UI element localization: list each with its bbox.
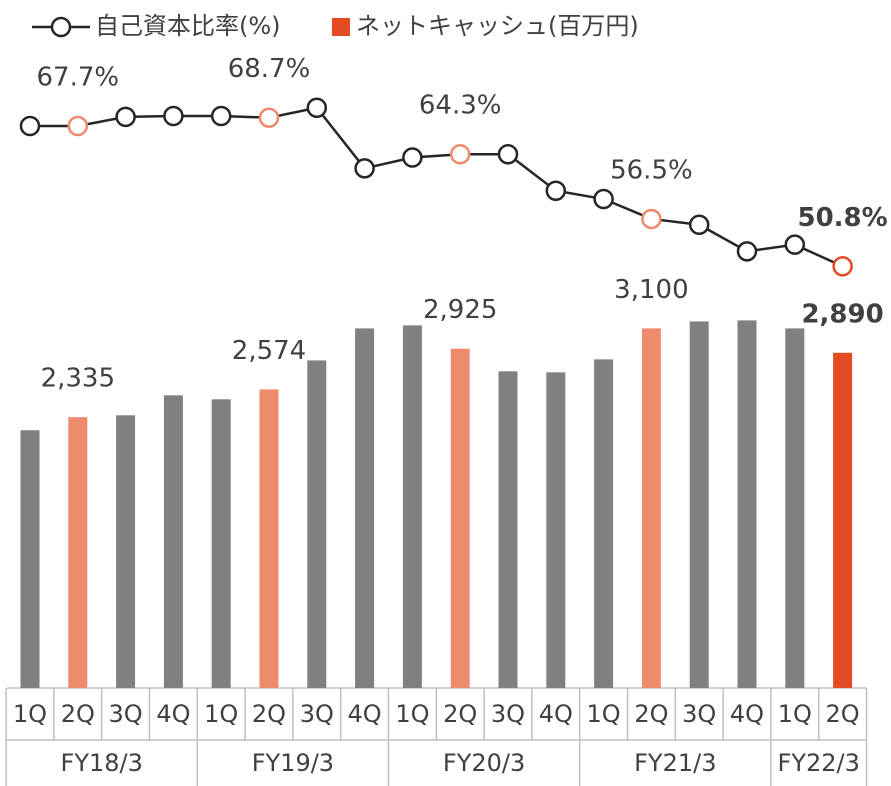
marker xyxy=(688,214,710,236)
group-label: FY19/3 xyxy=(252,749,334,777)
legend-label: 自己資本比率(%) xyxy=(95,12,281,40)
x-tick-label: 1Q xyxy=(778,700,812,728)
marker xyxy=(593,188,614,210)
bar xyxy=(641,328,661,688)
bar xyxy=(737,320,757,688)
x-tick-label: 1Q xyxy=(395,700,429,728)
bar xyxy=(163,395,183,688)
x-tick-label: 2Q xyxy=(61,700,95,728)
group-label: FY22/3 xyxy=(778,749,860,777)
data-label: 68.7% xyxy=(228,54,311,84)
marker xyxy=(736,241,758,262)
marker xyxy=(832,256,853,277)
data-label: 2,335 xyxy=(41,364,115,394)
bar xyxy=(259,389,279,688)
data-label: 64.3% xyxy=(419,91,502,121)
legend-label: ネットキャッシュ(百万円) xyxy=(356,12,639,40)
marker xyxy=(641,208,662,230)
marker xyxy=(354,158,375,179)
data-label: 2,574 xyxy=(232,336,306,366)
marker xyxy=(306,97,328,118)
bar xyxy=(116,415,136,688)
bar xyxy=(833,352,853,688)
x-tick-label: 1Q xyxy=(204,700,238,728)
x-tick-label: 1Q xyxy=(587,700,621,728)
bar xyxy=(689,321,709,688)
x-tick-label: 2Q xyxy=(634,700,668,728)
data-label: 3,100 xyxy=(614,275,688,305)
marker xyxy=(545,180,567,201)
marker xyxy=(19,115,41,137)
x-tick-label: 3Q xyxy=(682,700,716,728)
data-label: 56.5% xyxy=(610,155,693,185)
legend-marker xyxy=(50,16,72,38)
marker xyxy=(210,105,232,127)
line xyxy=(30,106,844,268)
legend-swatch xyxy=(332,18,350,36)
data-label: 50.8% xyxy=(797,203,887,233)
marker xyxy=(497,143,519,165)
group-label: FY18/3 xyxy=(61,749,143,777)
bar xyxy=(307,360,327,688)
group-label: FY21/3 xyxy=(634,749,716,777)
bar xyxy=(450,348,470,688)
x-tick-label: 2Q xyxy=(826,700,860,728)
x-tick-label: 4Q xyxy=(348,700,382,728)
x-tick-label: 2Q xyxy=(443,700,477,728)
marker xyxy=(449,143,471,165)
x-tick-label: 4Q xyxy=(730,700,764,728)
bar xyxy=(68,417,88,688)
bar xyxy=(355,328,375,688)
marker xyxy=(67,115,89,137)
bar xyxy=(20,430,40,688)
bar xyxy=(785,328,805,688)
bar xyxy=(546,372,566,688)
data-label: 67.7% xyxy=(36,62,119,92)
group-label: FY20/3 xyxy=(443,749,525,777)
data-label: 2,890 xyxy=(801,299,883,329)
bar xyxy=(211,399,231,688)
marker xyxy=(784,234,806,255)
bar xyxy=(594,359,614,688)
marker xyxy=(115,106,136,128)
marker xyxy=(258,107,280,128)
x-tick-label: 1Q xyxy=(13,700,47,728)
x-tick-label: 3Q xyxy=(109,700,143,728)
bar xyxy=(498,371,518,688)
x-tick-label: 3Q xyxy=(300,700,334,728)
marker xyxy=(402,147,423,168)
x-tick-label: 4Q xyxy=(539,700,573,728)
marker xyxy=(163,105,184,127)
x-tick-label: 2Q xyxy=(252,700,286,728)
bar xyxy=(402,325,422,688)
data-label: 2,925 xyxy=(423,295,497,325)
x-tick-label: 4Q xyxy=(156,700,190,728)
x-tick-label: 3Q xyxy=(491,700,525,728)
